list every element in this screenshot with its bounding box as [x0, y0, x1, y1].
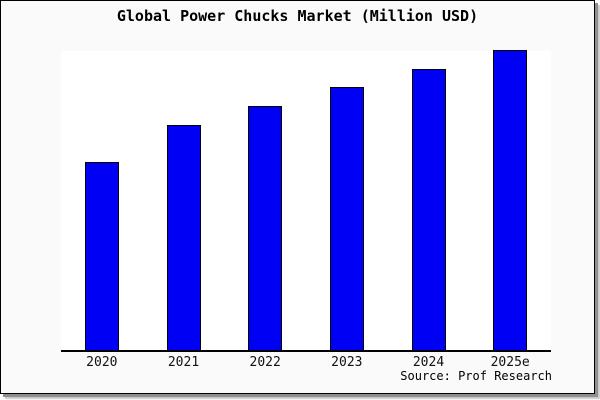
x-axis-labels: 2020 2021 2022 2023 2024 2025e: [61, 355, 551, 371]
x-tick-label-2022: 2022: [249, 355, 281, 370]
plot-area: [61, 50, 551, 352]
chart-card: Global Power Chucks Market (Million USD)…: [0, 0, 595, 394]
bar-2022: [248, 106, 282, 350]
bar-2020: [85, 162, 119, 350]
source-credit: Source: Prof Research: [400, 369, 552, 383]
bar-2023: [330, 87, 364, 350]
x-tick-label-2021: 2021: [167, 355, 200, 370]
x-tick-label-2025e: 2025e: [490, 355, 530, 370]
x-tick-label-2023: 2023: [331, 355, 363, 370]
bar-2021: [167, 125, 201, 350]
bar-2025e: [493, 50, 527, 350]
chart-title: Global Power Chucks Market (Million USD): [116, 7, 479, 25]
bar-2024: [412, 69, 446, 350]
x-tick-label-2024: 2024: [412, 355, 445, 370]
x-tick-label-2020: 2020: [86, 355, 118, 370]
